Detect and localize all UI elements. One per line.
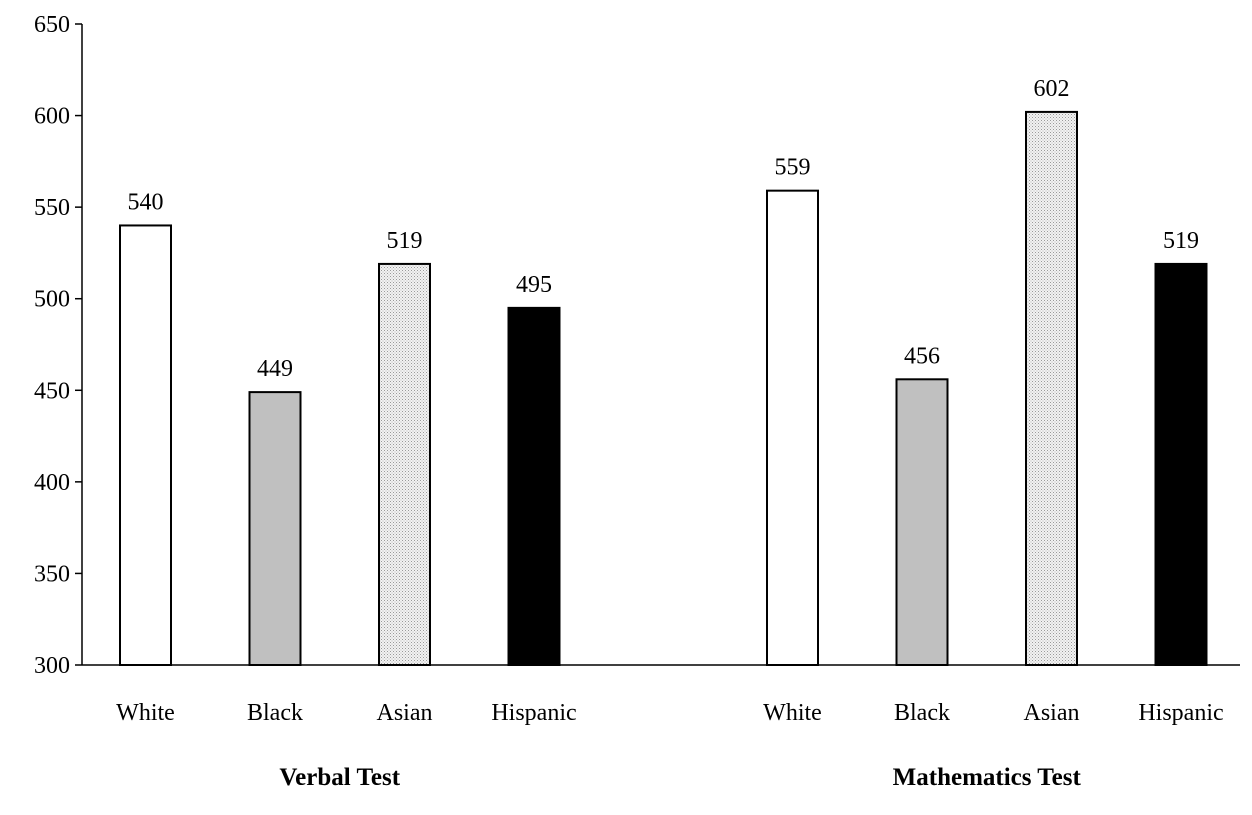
y-tick-label: 550 (34, 195, 70, 221)
bar-verbal-asian (378, 262, 431, 666)
group-labels: Verbal Test Mathematics Test (279, 764, 1081, 791)
category-label: White (116, 700, 175, 726)
data-label: 519 (387, 228, 423, 254)
data-label: 449 (257, 356, 293, 382)
y-tick-label: 350 (34, 561, 70, 587)
bar-math-asian (1025, 110, 1078, 666)
category-label: Black (247, 700, 303, 726)
data-label: 559 (775, 155, 811, 181)
bar-verbal-hispanic (507, 306, 561, 666)
data-label: 519 (1163, 228, 1199, 254)
data-label: 495 (516, 272, 552, 298)
y-tick-label: 500 (34, 287, 70, 313)
bars (119, 110, 1208, 666)
group-label: Verbal Test (279, 764, 400, 791)
category-label: Asian (1024, 700, 1080, 726)
bar-math-hispanic (1154, 262, 1208, 666)
bar-verbal-white (119, 224, 172, 666)
category-labels: White Black Asian Hispanic White Black Asian Hi… (116, 700, 1223, 726)
y-tick-label: 300 (34, 653, 70, 679)
data-labels: 540 449 519 495 559 456 602 519 (128, 76, 1200, 382)
bar-math-white (766, 189, 819, 666)
data-label: 602 (1034, 76, 1070, 102)
y-tick-label: 400 (34, 470, 70, 496)
data-label: 540 (128, 189, 164, 215)
group-label: Mathematics Test (893, 764, 1082, 791)
bar-math-black (895, 378, 949, 666)
category-label: Asian (377, 700, 433, 726)
y-axis-ticks: 300 350 400 450 500 550 600 650 (34, 12, 82, 679)
data-label: 456 (904, 343, 940, 369)
y-tick-label: 450 (34, 378, 70, 404)
category-label: Black (894, 700, 950, 726)
category-label: Hispanic (491, 700, 576, 726)
y-tick-label: 650 (34, 12, 70, 38)
bar-verbal-black (248, 391, 302, 666)
category-label: White (763, 700, 822, 726)
category-label: Hispanic (1138, 700, 1223, 726)
y-tick-label: 600 (34, 104, 70, 130)
